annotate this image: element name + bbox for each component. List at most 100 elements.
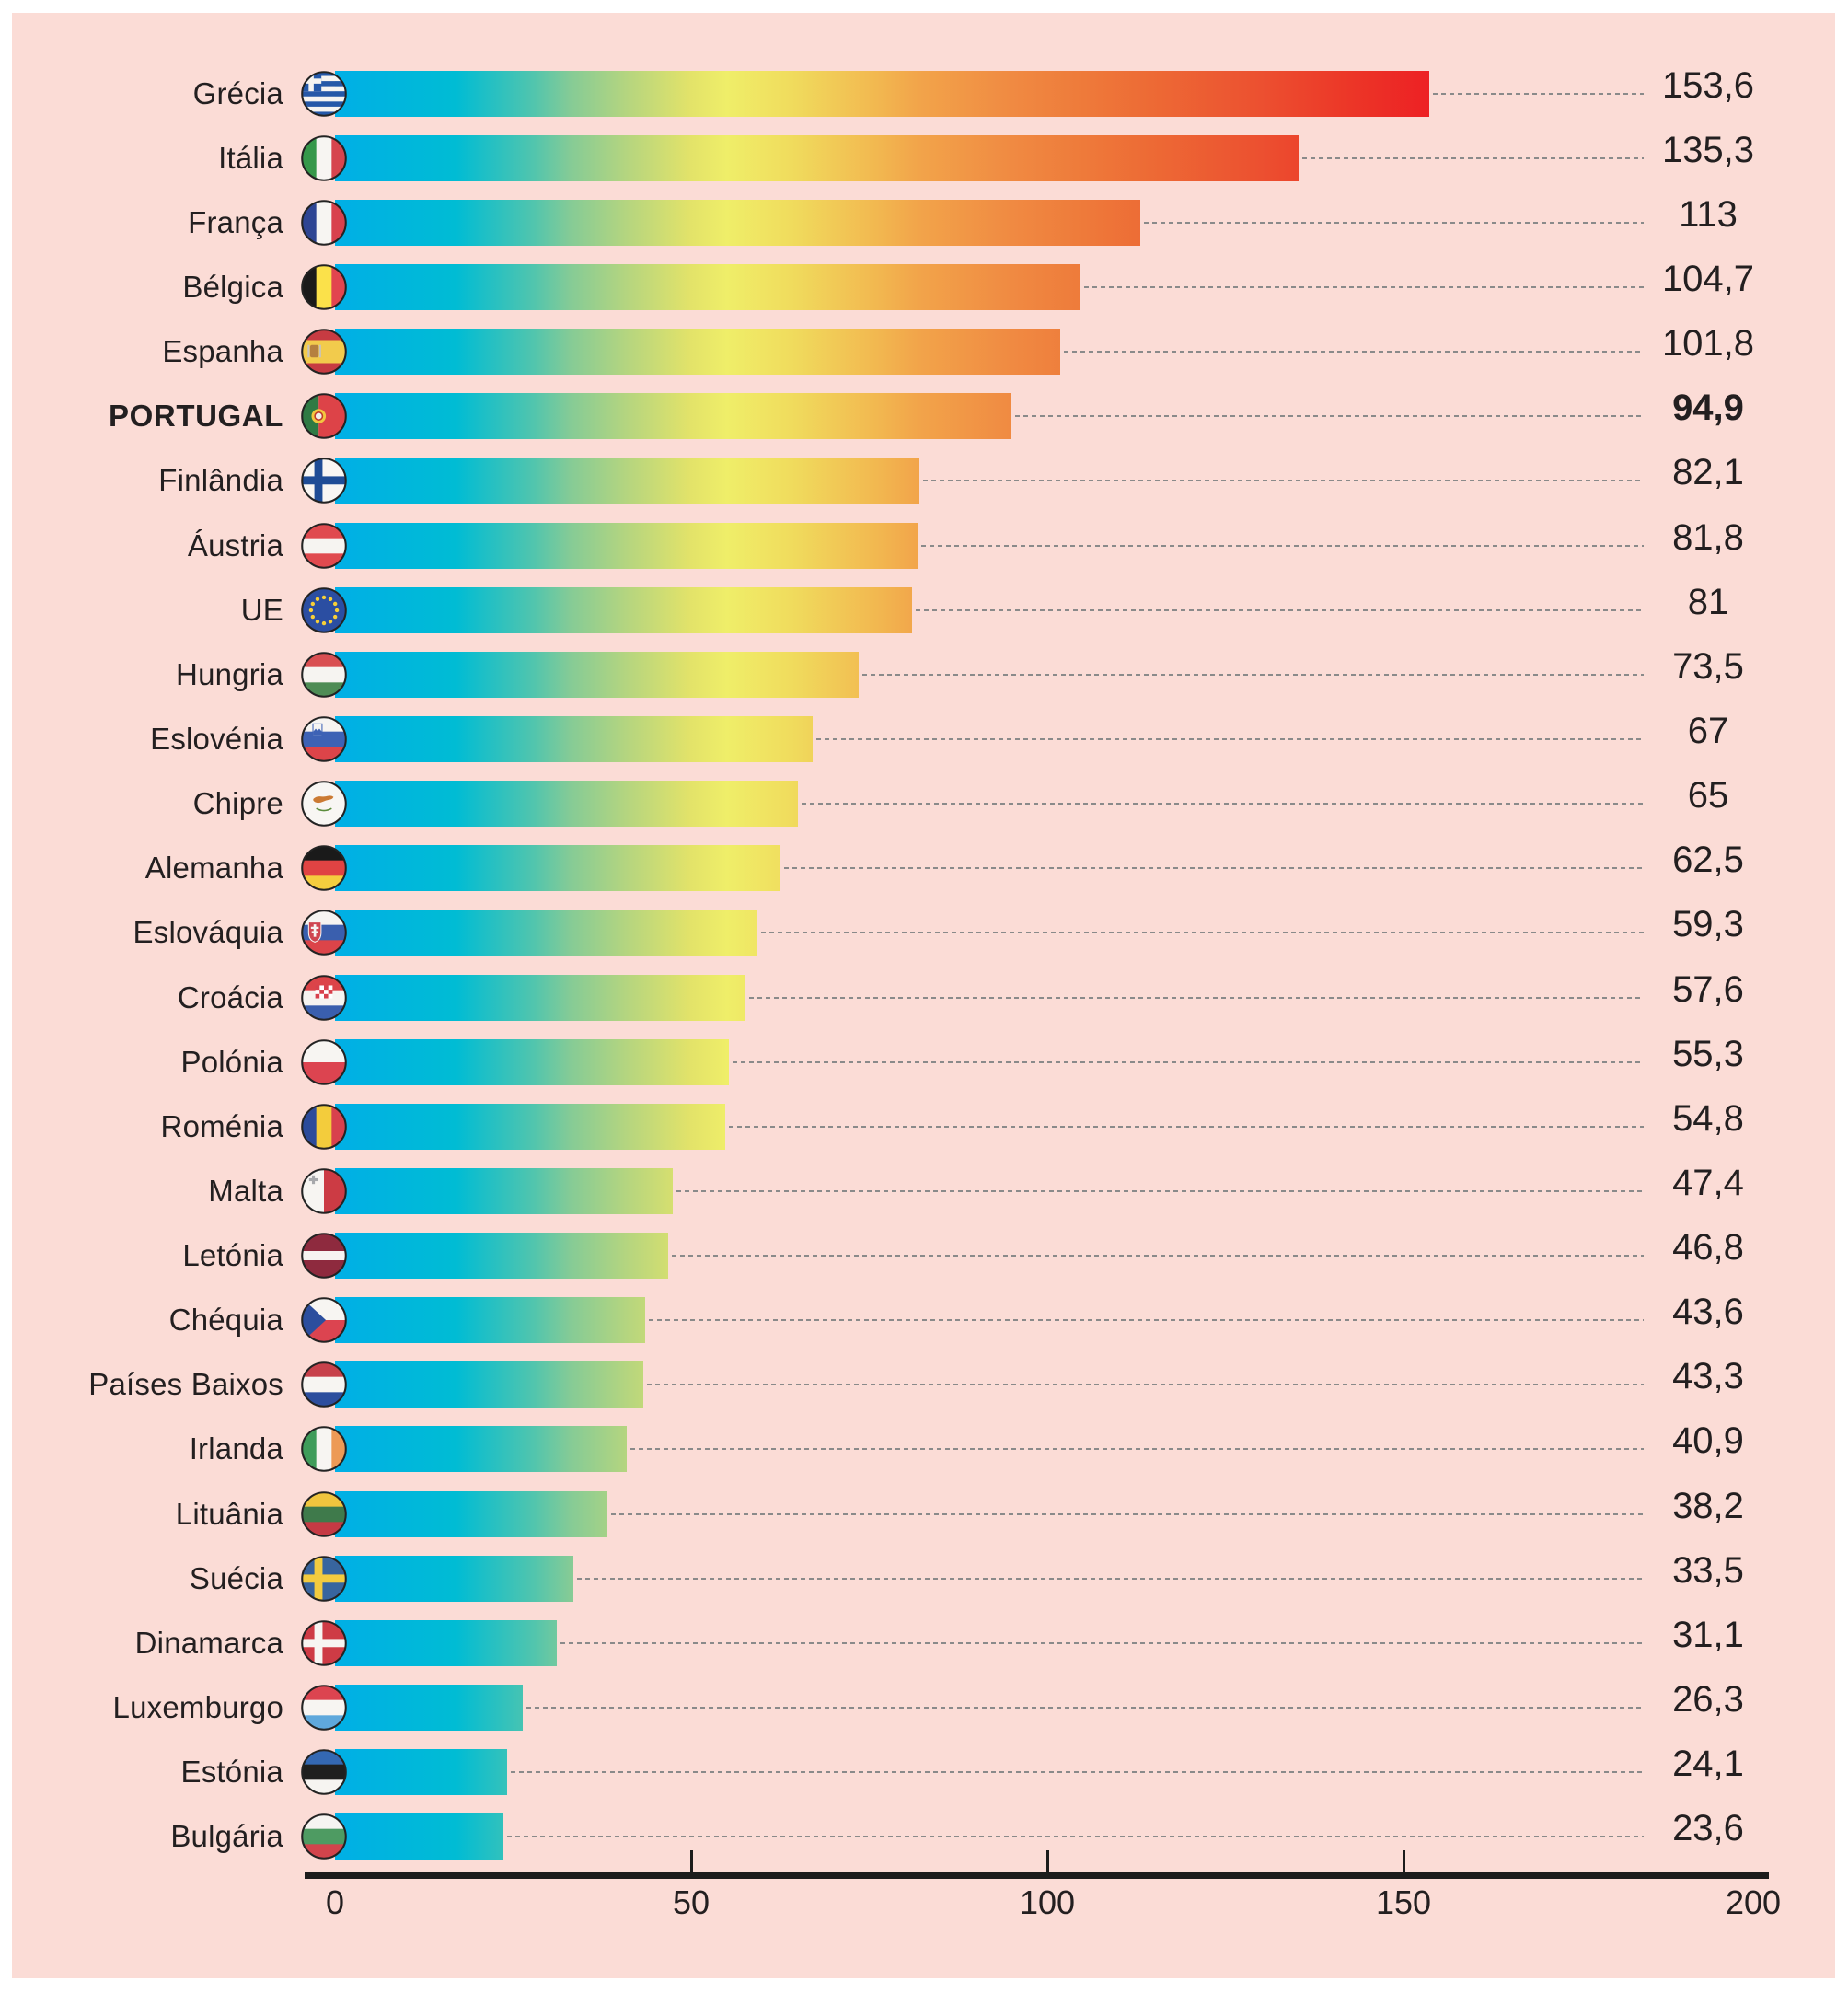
country-label: Dinamarca (134, 1625, 283, 1660)
bar (335, 1167, 673, 1214)
row-spain: Espanha 101,8 (0, 323, 1848, 376)
country-label: Luxemburgo (112, 1690, 283, 1724)
leader-line (733, 1060, 1644, 1063)
x-axis-line (305, 1872, 1769, 1879)
flag-lithuania-icon (301, 1490, 347, 1537)
row-greece: Grécia 153,6 (0, 65, 1848, 117)
bar (335, 715, 813, 762)
country-label: Grécia (192, 75, 283, 110)
bar (335, 1038, 729, 1085)
bar (335, 1813, 503, 1860)
country-label: Estónia (180, 1755, 283, 1790)
country-label: Bélgica (182, 269, 283, 304)
row-cyprus: Chipre 65 (0, 775, 1848, 827)
row-czechia: Chéquia 43,6 (0, 1292, 1848, 1344)
flag-estonia-icon (301, 1749, 347, 1795)
flag-sweden-icon (301, 1555, 347, 1602)
bar (335, 393, 1011, 440)
country-label: Espanha (162, 334, 283, 369)
value-label: 31,1 (1672, 1614, 1744, 1655)
leader-line (761, 932, 1644, 934)
leader-line (577, 1577, 1644, 1580)
country-label: Chipre (192, 786, 283, 820)
country-label: Finlândia (158, 463, 283, 498)
flag-portugal-icon (301, 393, 347, 439)
flag-italy-icon (301, 134, 347, 181)
row-estonia: Estónia 24,1 (0, 1744, 1848, 1796)
value-label: 43,3 (1672, 1356, 1744, 1397)
leader-line (676, 1189, 1644, 1192)
leader-line (560, 1641, 1644, 1644)
leader-line (802, 803, 1644, 805)
row-france: França 113 (0, 194, 1848, 246)
country-label: Eslovénia (150, 721, 283, 756)
bar (335, 974, 745, 1021)
flag-spain-icon (301, 329, 347, 375)
row-malta: Malta 47,4 (0, 1163, 1848, 1214)
bar (335, 910, 757, 956)
flag-germany-icon (301, 845, 347, 891)
flag-greece-icon (301, 70, 347, 117)
value-label: 57,6 (1672, 968, 1744, 1010)
axis-tick (1402, 1850, 1405, 1872)
leader-line (784, 867, 1644, 870)
flag-belgium-icon (301, 264, 347, 310)
axis-tick-label: 0 (325, 1883, 345, 1921)
bar (335, 1685, 523, 1731)
bar (335, 1426, 627, 1473)
row-ireland: Irlanda 40,9 (0, 1420, 1848, 1473)
value-label: 23,6 (1672, 1808, 1744, 1849)
row-italy: Itália 135,3 (0, 130, 1848, 181)
country-label: Malta (208, 1173, 283, 1208)
bar (335, 522, 918, 569)
row-belgium: Bélgica 104,7 (0, 259, 1848, 310)
row-lithuania: Lituânia 38,2 (0, 1486, 1848, 1537)
bar (335, 1555, 573, 1602)
row-denmark: Dinamarca 31,1 (0, 1615, 1848, 1666)
row-austria: Áustria 81,8 (0, 517, 1848, 569)
value-label: 81 (1687, 581, 1729, 622)
axis-tick-label: 100 (1019, 1883, 1076, 1921)
country-label: Roménia (160, 1108, 283, 1143)
value-label: 47,4 (1672, 1162, 1744, 1203)
bar (335, 70, 1429, 117)
value-label: 46,8 (1672, 1227, 1744, 1268)
row-latvia: Letónia 46,8 (0, 1227, 1848, 1279)
value-label: 65 (1687, 775, 1729, 816)
row-finland: Finlândia 82,1 (0, 452, 1848, 504)
axis-tick-label: 150 (1375, 1883, 1432, 1921)
flag-poland-icon (301, 1038, 347, 1085)
flag-denmark-icon (301, 1620, 347, 1666)
flag-latvia-icon (301, 1233, 347, 1279)
value-label: 26,3 (1672, 1679, 1744, 1720)
value-label: 94,9 (1672, 388, 1744, 429)
row-poland: Polónia 55,3 (0, 1034, 1848, 1085)
value-label: 59,3 (1672, 904, 1744, 945)
axis-tick (689, 1850, 693, 1872)
country-label: Itália (218, 140, 283, 175)
value-label: 24,1 (1672, 1744, 1744, 1785)
value-label: 62,5 (1672, 840, 1744, 881)
row-croatia: Croácia 57,6 (0, 969, 1848, 1021)
value-label: 33,5 (1672, 1549, 1744, 1591)
value-label: 101,8 (1661, 323, 1755, 365)
flag-finland-icon (301, 458, 347, 504)
leader-line (672, 1255, 1644, 1257)
value-label: 153,6 (1661, 64, 1755, 106)
row-sweden: Suécia 33,5 (0, 1550, 1848, 1602)
leader-line (611, 1512, 1644, 1515)
flag-slovenia-icon (301, 716, 347, 762)
value-label: 81,8 (1672, 516, 1744, 558)
bar (335, 1619, 557, 1666)
country-label: Países Baixos (88, 1367, 283, 1402)
leader-line (862, 673, 1644, 676)
row-hungary: Hungria 73,5 (0, 646, 1848, 698)
country-label: Irlanda (189, 1431, 283, 1466)
country-label: UE (240, 592, 283, 627)
row-portugal: PORTUGAL 94,9 (0, 388, 1848, 440)
country-label: Áustria (187, 527, 283, 562)
leader-line (526, 1707, 1644, 1709)
country-label: França (188, 204, 283, 239)
